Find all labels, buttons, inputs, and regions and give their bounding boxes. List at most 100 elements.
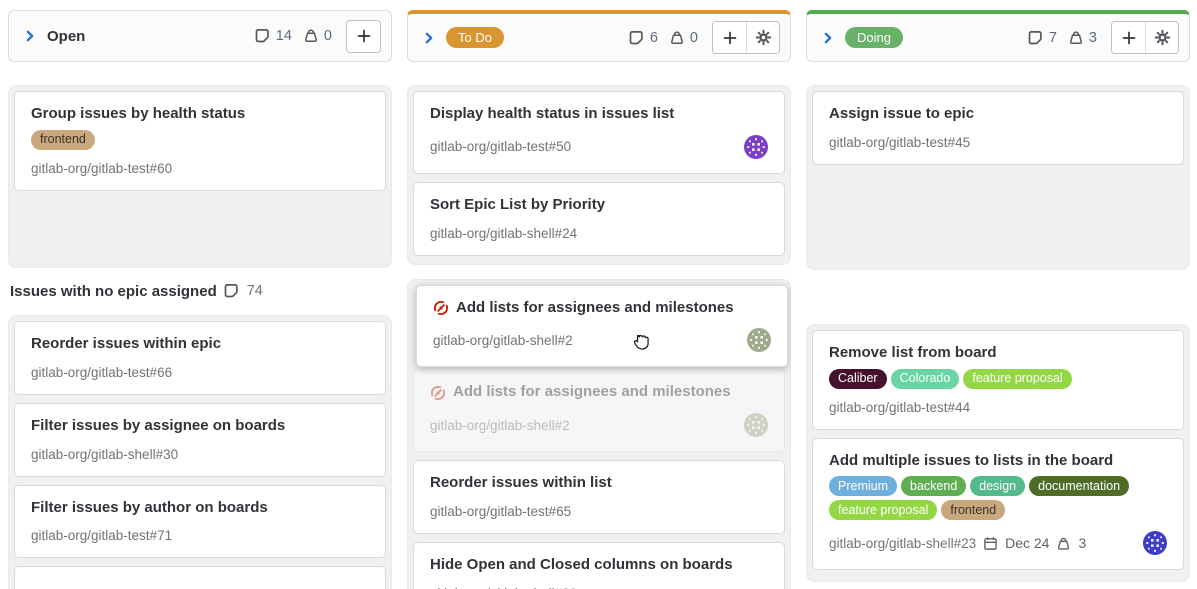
issue-title[interactable]: Add lists for assignees and milestones: [456, 298, 734, 316]
list-settings-button[interactable]: [746, 22, 779, 53]
issue-meta-row: gitlab-org/gitlab-test#44: [829, 400, 1167, 415]
issue-card[interactable]: Add lists for assignees and milestones gi…: [413, 369, 785, 452]
issue-reference: gitlab-org/gitlab-shell#29: [430, 586, 577, 589]
issue-card[interactable]: Assign issue to epic gitlab-org/gitlab-te…: [812, 91, 1184, 165]
issue-title-row: Filter issues by author on boards: [31, 499, 369, 518]
issue-title[interactable]: Add multiple issues to lists in the boar…: [829, 451, 1114, 469]
issue-count: 6: [649, 29, 658, 46]
header-buttons: [1111, 21, 1179, 54]
issue-reference: gitlab-org/gitlab-shell#2: [430, 417, 570, 433]
epic-lane-issue-count: 74: [246, 283, 263, 299]
assignee-avatar[interactable]: [1143, 531, 1167, 556]
issue-card[interactable]: [14, 566, 386, 589]
weight-icon: [669, 30, 685, 46]
issue-title[interactable]: Filter issues by assignee on boards: [31, 416, 286, 434]
issue-title-row: Add multiple issues to lists in the boar…: [829, 452, 1167, 471]
card-list: Add lists for assignees and milestones gi…: [407, 278, 791, 589]
column-body: Group issues by health status frontend git…: [8, 62, 392, 589]
issue-title[interactable]: Hide Open and Closed columns on boards: [430, 555, 733, 573]
issue-title-row: Group issues by health status: [31, 105, 369, 124]
epic-lane-heading: Issues with no epic assigned 74: [10, 281, 392, 301]
issue-meta-row: gitlab-org/gitlab-test#50: [430, 134, 768, 159]
issue-title[interactable]: Reorder issues within list: [430, 474, 612, 491]
issue-title-row: Add lists for assignees and milestones: [430, 383, 768, 402]
column-title: Open: [47, 27, 86, 45]
label-pill[interactable]: Colorado: [890, 368, 960, 389]
column-body: Assign issue to epic gitlab-org/gitlab-te…: [806, 62, 1190, 589]
card-list: Group issues by health status frontend git…: [8, 85, 392, 268]
label-pill[interactable]: feature proposal: [963, 368, 1072, 389]
issues-icon: [255, 28, 271, 44]
blocked-icon: [433, 300, 449, 316]
issue-card[interactable]: Reorder issues within epic gitlab-org/git…: [14, 321, 386, 395]
issue-card[interactable]: Filter issues by assignee on boards gitla…: [14, 402, 386, 477]
issue-title[interactable]: Assign issue to epic: [829, 105, 975, 122]
label-pill[interactable]: frontend: [941, 500, 1006, 521]
issue-card[interactable]: Remove list from board Caliber Colorado fea…: [812, 330, 1184, 430]
label-pill[interactable]: frontend: [31, 129, 95, 150]
issue-title[interactable]: Filter issues by author on boards: [31, 498, 268, 516]
assignee-avatar[interactable]: [747, 328, 771, 353]
issue-title[interactable]: Sort Epic List by Priority: [430, 195, 606, 213]
label-list: Caliber Colorado feature proposal: [829, 368, 1167, 389]
chevron-right-icon[interactable]: [23, 29, 37, 43]
column-counts: 6 0: [629, 30, 704, 46]
board-column-doing: Doing 7 3 Assign issue to epic gitlab-org…: [806, 10, 1190, 589]
list-settings-button[interactable]: [1145, 22, 1178, 53]
label-pill[interactable]: Caliber: [829, 368, 887, 389]
column-body: Display health status in issues list gitl…: [407, 62, 791, 589]
column-counts: 7 3: [1028, 30, 1103, 46]
issue-meta-row: gitlab-org/gitlab-shell#2: [430, 413, 768, 437]
issue-card[interactable]: Group issues by health status frontend git…: [14, 91, 386, 191]
label-pill[interactable]: documentation: [1029, 476, 1130, 497]
issue-title[interactable]: Group issues by health status: [31, 105, 246, 122]
board-column-open: Open 14 0 Group issues by health status f…: [8, 10, 392, 589]
issue-count: 14: [275, 28, 292, 44]
issue-meta-row: gitlab-org/gitlab-shell#30: [31, 447, 369, 462]
issue-title-row: Reorder issues within epic: [31, 335, 369, 354]
card-list: Display health status in issues list gitl…: [407, 85, 791, 265]
issues-icon: [629, 30, 645, 46]
assignee-avatar[interactable]: [744, 134, 768, 159]
column-header: Doing 7 3: [806, 10, 1190, 62]
weight-icon: [1068, 30, 1084, 46]
issue-card[interactable]: Sort Epic List by Priority gitlab-org/git…: [413, 181, 785, 256]
issue-title-row: Assign issue to epic: [829, 105, 1167, 124]
issue-reference: gitlab-org/gitlab-test#60: [31, 160, 173, 176]
issue-meta-row: gitlab-org/gitlab-test#65: [430, 504, 768, 519]
label-pill[interactable]: backend: [901, 476, 967, 497]
issue-reference: gitlab-org/gitlab-test#71: [31, 528, 173, 544]
issue-title[interactable]: Add lists for assignees and milestones: [453, 383, 731, 401]
weight-count: 0: [689, 29, 698, 46]
issue-card[interactable]: Hide Open and Closed columns on boards gi…: [413, 541, 785, 589]
issue-title[interactable]: Display health status in issues list: [430, 105, 675, 122]
label-pill[interactable]: Premium: [829, 476, 898, 497]
issue-meta-row: gitlab-org/gitlab-shell#23 Dec 24 3: [829, 531, 1167, 556]
issue-card[interactable]: Add multiple issues to lists in the boar…: [812, 437, 1184, 571]
add-issue-button[interactable]: [347, 20, 380, 52]
issue-title-row: Add lists for assignees and milestones: [433, 299, 771, 318]
issue-weight: 3: [1078, 535, 1087, 552]
assignee-avatar[interactable]: [744, 413, 768, 437]
issue-title[interactable]: Reorder issues within epic: [31, 335, 222, 352]
add-issue-button[interactable]: [1112, 22, 1145, 53]
weight-count: 3: [1088, 29, 1097, 46]
issue-card[interactable]: Display health status in issues list gitl…: [413, 91, 785, 174]
label-pill[interactable]: design: [970, 476, 1026, 497]
issue-title-row: Remove list from board: [829, 344, 1167, 363]
chevron-right-icon[interactable]: [422, 31, 436, 45]
label-pill[interactable]: feature proposal: [829, 500, 938, 521]
add-issue-button[interactable]: [713, 22, 746, 53]
issue-card[interactable]: Filter issues by author on boards gitlab-…: [14, 484, 386, 559]
issues-icon: [1028, 30, 1044, 46]
issue-title-row: Display health status in issues list: [430, 105, 768, 124]
issue-title-row: Filter issues by assignee on boards: [31, 417, 369, 436]
issue-title[interactable]: Remove list from board: [829, 344, 997, 361]
chevron-right-icon[interactable]: [821, 31, 835, 45]
issue-card[interactable]: Reorder issues within list gitlab-org/git…: [413, 460, 785, 534]
due-date: Dec 24: [1005, 535, 1050, 552]
issue-reference: gitlab-org/gitlab-test#65: [430, 503, 572, 519]
header-buttons: [346, 19, 381, 53]
issue-card[interactable]: Add lists for assignees and milestones gi…: [416, 284, 788, 368]
issue-reference: gitlab-org/gitlab-test#66: [31, 364, 173, 380]
